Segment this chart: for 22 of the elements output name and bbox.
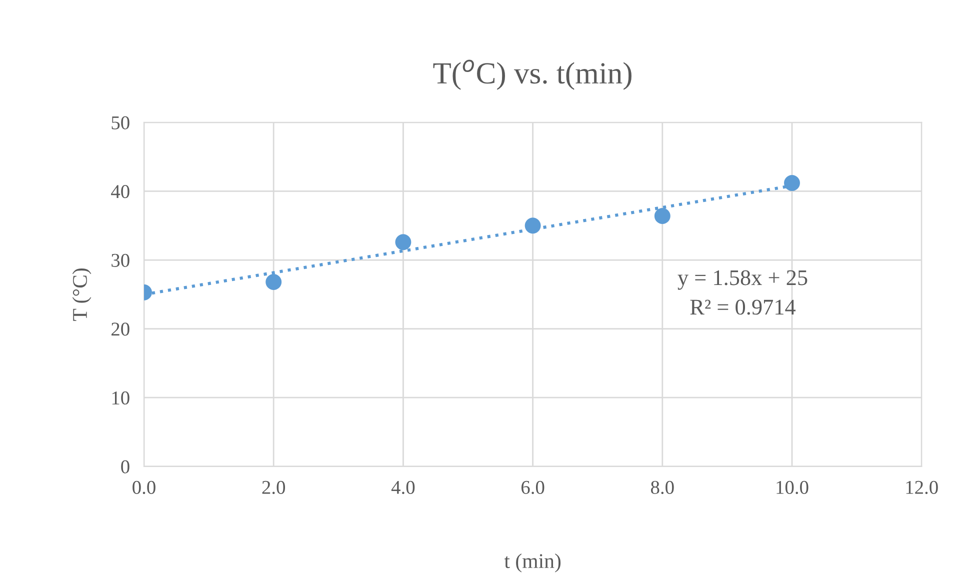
- point: [266, 274, 282, 290]
- x-tick-label: 2.0: [262, 480, 286, 494]
- y-axis-title: T (°C): [72, 268, 92, 321]
- x-tick-label: 4.0: [391, 480, 415, 494]
- point: [784, 174, 800, 191]
- x-tick-label: 10.0: [776, 480, 808, 494]
- x-tick-label: 6.0: [521, 480, 544, 494]
- x-tick-label: 12.0: [906, 480, 938, 494]
- x-tick-label: 8.0: [650, 480, 674, 494]
- y-tick-label: 30: [112, 254, 130, 267]
- point: [524, 218, 541, 234]
- point: [395, 234, 412, 250]
- chart-title: T($^{o}$C) vs. t(min): [433, 60, 632, 90]
- x-tick-label: 0.0: [132, 480, 156, 494]
- y-tick-label: 20: [112, 322, 130, 336]
- x-axis-title: t (min): [504, 553, 561, 572]
- y-tick-label: 50: [112, 116, 130, 130]
- point: [654, 208, 670, 224]
- annotation: y = 1.58x + 25 R² = 0.9714: [678, 270, 808, 315]
- y-tick-label: 40: [111, 185, 130, 198]
- y-tick-label: 0: [121, 460, 130, 474]
- y-tick-label: 10: [112, 391, 130, 405]
